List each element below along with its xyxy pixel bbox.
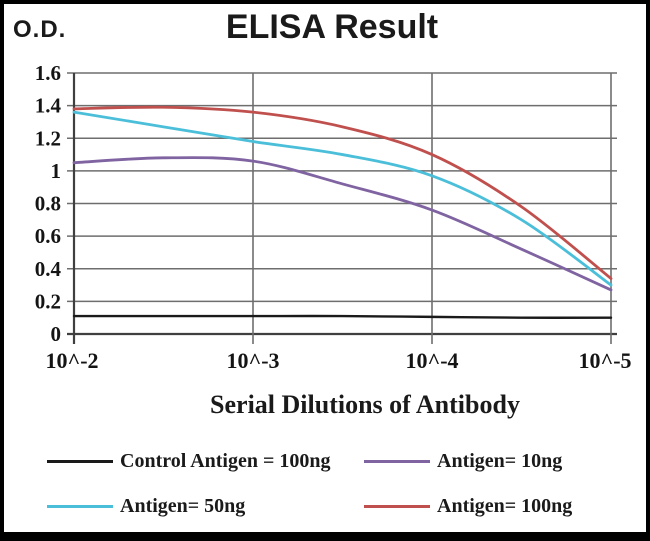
y-tick-label-0.2: 0.2 <box>35 289 61 313</box>
legend-label-100ng: Antigen= 100ng <box>437 494 573 517</box>
series-line-antigen-50ng <box>72 110 613 287</box>
series-line-antigen-100ng <box>72 105 613 280</box>
plot-area: 0 0.2 0.4 0.6 0.8 1 1.2 1.4 1.6 10^-2 10^-3 10^-4 10… <box>35 61 632 373</box>
legend-label-10ng: Antigen= 10ng <box>437 449 563 472</box>
y-tick-label-1.6: 1.6 <box>35 61 61 85</box>
x-tick-label-10^-3: 10^-3 <box>226 348 279 373</box>
y-tick-label-1: 1 <box>51 159 62 183</box>
legend-item-antigen-10ng: Antigen= 10ng <box>364 448 622 474</box>
x-tick-label-10^-2: 10^-2 <box>45 348 98 373</box>
chart-title: ELISA Result <box>225 8 439 46</box>
x-tick-label-10^-5: 10^-5 <box>578 348 631 373</box>
y-tick-label-0.6: 0.6 <box>35 224 61 248</box>
legend-line-swatch-10ng <box>364 459 430 463</box>
legend-item-control-antigen: Control Antigen = 100ng <box>47 448 364 474</box>
legend-item-antigen-50ng: Antigen= 50ng <box>47 493 364 519</box>
y-tick-label-0: 0 <box>51 322 62 346</box>
series-line-antigen-10ng <box>72 156 613 292</box>
y-tick-label-1.2: 1.2 <box>35 126 61 150</box>
y-tick-label-0.4: 0.4 <box>35 257 62 281</box>
y-tick-label-1.4: 1.4 <box>35 94 62 118</box>
series-line-control-antigen-100ng <box>72 314 613 319</box>
y-axis-unit-label: O.D. <box>13 16 67 43</box>
legend-line-swatch-50ng <box>47 504 113 508</box>
legend: Control Antigen = 100ng Antigen= 10ng An… <box>47 448 622 519</box>
x-tick-label-10^-4: 10^-4 <box>405 348 458 373</box>
legend-line-swatch-control <box>47 459 113 463</box>
y-tick-label-0.8: 0.8 <box>35 192 61 216</box>
x-axis-title: Serial Dilutions of Antibody <box>210 390 520 419</box>
legend-line-swatch-100ng <box>364 504 430 508</box>
legend-item-antigen-100ng: Antigen= 100ng <box>364 493 622 519</box>
legend-label-control: Control Antigen = 100ng <box>120 449 331 472</box>
legend-label-50ng: Antigen= 50ng <box>120 494 246 517</box>
